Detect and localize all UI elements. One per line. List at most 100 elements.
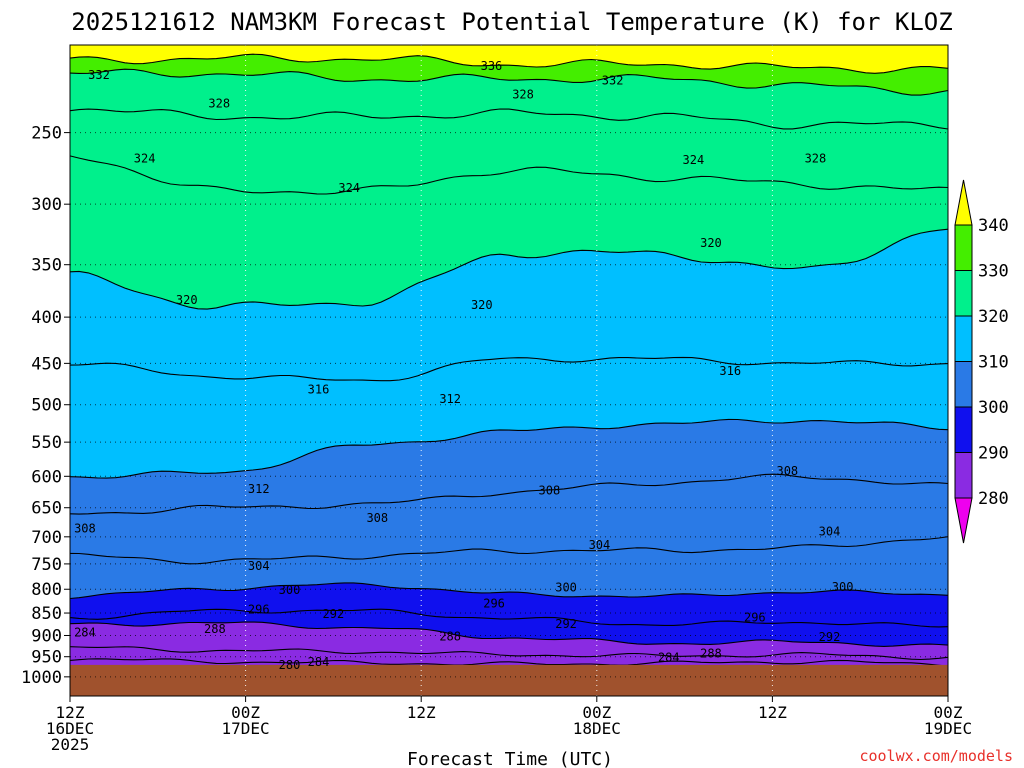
band-fill xyxy=(70,69,948,129)
band-fill xyxy=(70,229,948,381)
color-bands xyxy=(70,45,948,696)
contour-label: 304 xyxy=(819,525,841,539)
contour-label: 328 xyxy=(512,88,534,102)
y-tick-label: 300 xyxy=(31,195,62,215)
band-fill xyxy=(70,622,948,660)
y-tick-label: 700 xyxy=(31,528,62,548)
contour-label: 288 xyxy=(439,629,461,643)
ground-fill xyxy=(70,664,948,696)
y-tick-label: 350 xyxy=(31,256,62,276)
x-tick-label: 00Z xyxy=(934,703,963,722)
contour-label: 284 xyxy=(74,625,96,639)
contour-label: 320 xyxy=(700,236,722,250)
x-tick-label: 12Z xyxy=(407,703,436,722)
contour-label: 284 xyxy=(658,651,680,665)
colorbar: 280 290 300 310 320 330 340 xyxy=(954,179,1009,544)
y-tick-label: 850 xyxy=(31,604,62,624)
colorbar-label: 300 xyxy=(978,398,1009,418)
colorbar-segment xyxy=(954,315,973,362)
contour-label: 328 xyxy=(208,96,230,110)
colorbar-label: 340 xyxy=(978,216,1009,236)
contour-label: 308 xyxy=(776,464,798,478)
contour-label: 312 xyxy=(248,482,270,496)
contour-label: 296 xyxy=(483,597,505,611)
contour-label: 308 xyxy=(74,521,96,535)
band-fill xyxy=(70,609,948,647)
contour-label: 308 xyxy=(539,483,561,497)
contour-label: 292 xyxy=(819,630,841,644)
contour-label: 300 xyxy=(555,580,577,594)
credit-link[interactable]: coolwx.com/models xyxy=(859,747,1013,765)
contour-line xyxy=(69,621,949,647)
y-axis-ticks: 2503003504004505005506006507007508008509… xyxy=(21,124,70,688)
y-tick-label: 250 xyxy=(31,124,62,144)
contour-line xyxy=(69,418,949,479)
x-tick-label: 17DEC xyxy=(222,719,270,738)
contour-label: 304 xyxy=(589,538,611,552)
x-tick-label: 00Z xyxy=(231,703,260,722)
y-tick-label: 600 xyxy=(31,467,62,487)
contour-labels: 332 336 332 328 328 328 324 324 324 320 320 320 316 3… xyxy=(74,59,853,672)
contour-line xyxy=(69,646,949,661)
x-tick-label: 12Z xyxy=(56,703,85,722)
contour-label: 292 xyxy=(323,607,345,621)
contour-label: 316 xyxy=(308,383,330,397)
contour-label: 300 xyxy=(832,580,854,594)
colorbar-arrow-bottom xyxy=(954,497,973,544)
band-fill xyxy=(70,109,948,194)
band-fill xyxy=(70,474,948,564)
x-tick-label: 18DEC xyxy=(573,719,621,738)
contour-label: 296 xyxy=(248,602,270,616)
x-tick-label: 2025 xyxy=(51,735,90,754)
contour-label: 320 xyxy=(176,293,198,307)
chart-title: 2025121612 NAM3KM Forecast Potential Tem… xyxy=(71,8,952,36)
contour-label: 284 xyxy=(308,655,330,669)
band-fill xyxy=(70,646,948,667)
contour-label: 288 xyxy=(204,622,226,636)
y-tick-label: 950 xyxy=(31,648,62,668)
y-tick-label: 650 xyxy=(31,499,62,519)
contour-line xyxy=(69,608,949,628)
contour-label: 324 xyxy=(338,181,360,195)
x-tick-label: 16DEC xyxy=(46,719,94,738)
contour-line xyxy=(69,155,949,195)
contour-label: 332 xyxy=(602,74,624,88)
contour-label: 308 xyxy=(366,511,388,525)
contour-label: 316 xyxy=(719,364,741,378)
colorbar-label: 320 xyxy=(978,307,1009,327)
colorbar-label: 290 xyxy=(978,444,1009,464)
contour-label: 328 xyxy=(805,151,827,165)
colorbar-label: 280 xyxy=(978,489,1009,509)
contour-label: 300 xyxy=(279,583,301,597)
ground-layer xyxy=(70,664,948,696)
contour-label: 336 xyxy=(481,59,503,73)
band-fill xyxy=(70,419,948,515)
x-tick-label: 19DEC xyxy=(924,719,972,738)
contour-line xyxy=(69,582,949,600)
colorbar-label: 330 xyxy=(978,262,1009,282)
contour-label: 288 xyxy=(700,646,722,660)
y-tick-label: 900 xyxy=(31,626,62,646)
contour-line xyxy=(69,108,949,130)
y-tick-label: 750 xyxy=(31,555,62,575)
contour-label: 304 xyxy=(248,559,270,573)
x-axis-label: Forecast Time (UTC) xyxy=(407,749,613,768)
colorbar-segment xyxy=(954,452,973,499)
x-tick-label: 12Z xyxy=(758,703,787,722)
band-fill xyxy=(70,582,948,627)
y-tick-label: 550 xyxy=(31,433,62,453)
contour-label: 332 xyxy=(88,68,110,82)
contour-line xyxy=(69,473,949,515)
contour-line xyxy=(69,228,949,310)
contour-label: 280 xyxy=(279,658,301,672)
x-tick-label: 00Z xyxy=(582,703,611,722)
y-tick-label: 800 xyxy=(31,580,62,600)
band-fill xyxy=(70,536,948,599)
contour-line xyxy=(69,536,949,565)
y-tick-label: 400 xyxy=(31,308,62,328)
contour-line xyxy=(69,356,949,382)
y-tick-label: 1000 xyxy=(21,668,62,688)
colorbar-label: 310 xyxy=(978,353,1009,373)
colorbar-arrow-top xyxy=(954,179,973,226)
